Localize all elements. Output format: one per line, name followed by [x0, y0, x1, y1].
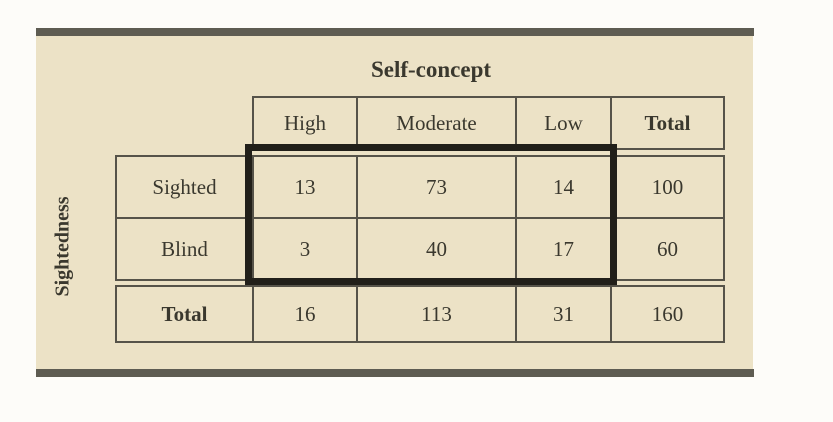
row-label-blind: Blind	[115, 217, 254, 281]
row-label-sighted: Sighted	[115, 155, 254, 219]
table-row-blind: Blind 3 40 17 60	[115, 217, 725, 281]
cell-total-total: 160	[610, 285, 725, 343]
header-row: High Moderate Low Total	[116, 96, 725, 150]
spacer-row	[116, 149, 724, 156]
row-axis-title: Sightedness	[40, 150, 86, 342]
column-header-moderate: Moderate	[356, 96, 517, 150]
cell-blind-moderate: 40	[356, 217, 517, 281]
cell-blind-low: 17	[515, 217, 612, 281]
cell-sighted-high: 13	[252, 155, 358, 219]
cell-sighted-low: 14	[515, 155, 612, 219]
cell-sighted-total: 100	[610, 155, 725, 219]
bottom-rule	[36, 369, 754, 377]
corner-cell	[116, 97, 253, 149]
cell-total-low: 31	[515, 285, 612, 343]
cell-total-high: 16	[252, 285, 358, 343]
top-rule	[36, 28, 754, 36]
cell-blind-total: 60	[610, 217, 725, 281]
column-header-low: Low	[515, 96, 612, 150]
cell-sighted-moderate: 73	[356, 155, 517, 219]
column-header-high: High	[252, 96, 358, 150]
column-axis-title: Self-concept	[370, 57, 492, 82]
table-row-sighted: Sighted 13 73 14 100	[115, 155, 725, 219]
column-header-total: Total	[610, 96, 725, 150]
table-row-total: Total 16 113 31 160	[115, 285, 725, 343]
cell-blind-high: 3	[252, 217, 358, 281]
row-label-total: Total	[115, 285, 254, 343]
row-axis-title-text: Sightedness	[51, 195, 74, 297]
contingency-table: High Moderate Low Total Sighted 13 73 14…	[115, 96, 725, 343]
cell-total-moderate: 113	[356, 285, 517, 343]
